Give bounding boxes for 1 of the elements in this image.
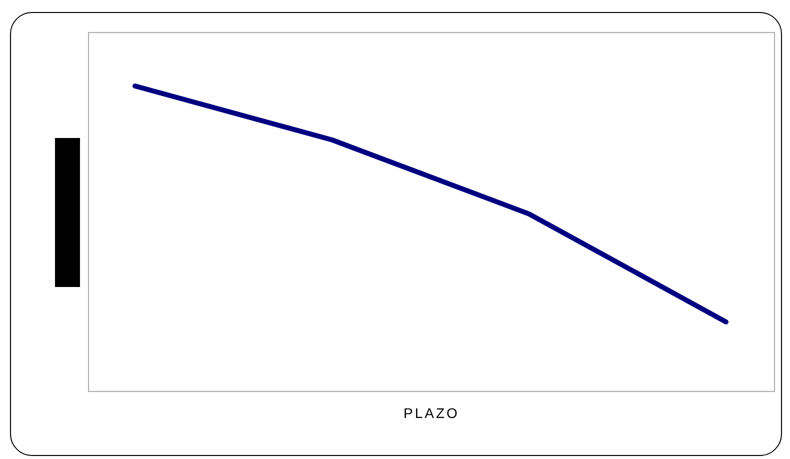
x-axis-title: PLAZO [404, 405, 460, 421]
